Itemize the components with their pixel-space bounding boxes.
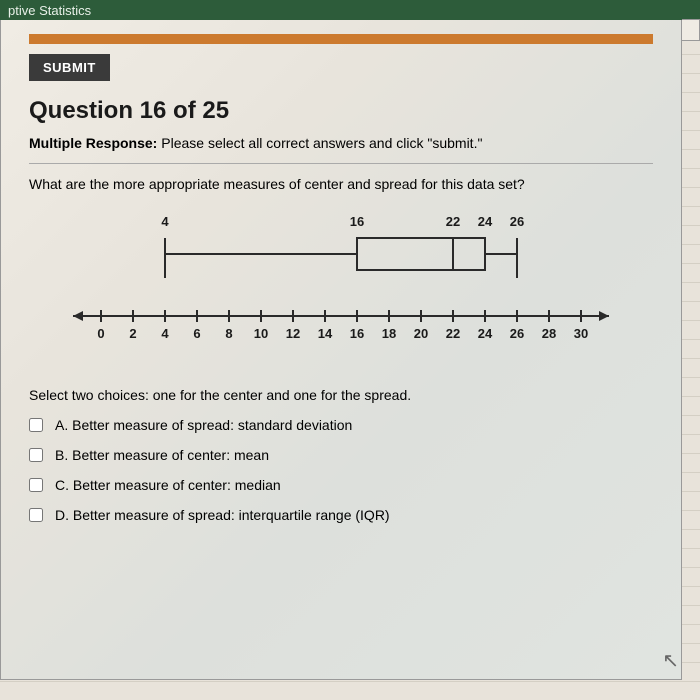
choices-list: A. Better measure of spread: standard de… (29, 417, 653, 523)
question-prompt: What are the more appropriate measures o… (29, 176, 653, 192)
submit-button[interactable]: SUBMIT (29, 54, 110, 81)
corner-box (682, 19, 700, 41)
svg-text:2: 2 (129, 326, 136, 341)
svg-text:30: 30 (574, 326, 588, 341)
choice-label: B. Better measure of center: mean (55, 447, 269, 463)
svg-text:10: 10 (254, 326, 268, 341)
choice-checkbox[interactable] (29, 448, 43, 462)
choice-row: B. Better measure of center: mean (29, 447, 653, 463)
svg-text:26: 26 (510, 326, 524, 341)
svg-text:18: 18 (382, 326, 396, 341)
svg-text:28: 28 (542, 326, 556, 341)
boxplot-svg: 416222426024681012141618202224262830 (61, 210, 621, 360)
svg-text:24: 24 (478, 214, 493, 229)
question-type-desc: Please select all correct answers and cl… (157, 135, 482, 151)
svg-text:6: 6 (193, 326, 200, 341)
choice-label: A. Better measure of spread: standard de… (55, 417, 352, 433)
choice-row: C. Better measure of center: median (29, 477, 653, 493)
question-type: Multiple Response: Please select all cor… (29, 135, 653, 151)
choice-row: A. Better measure of spread: standard de… (29, 417, 653, 433)
svg-text:22: 22 (446, 214, 460, 229)
question-type-label: Multiple Response: (29, 135, 157, 151)
choice-row: D. Better measure of spread: interquarti… (29, 507, 653, 523)
svg-text:8: 8 (225, 326, 232, 341)
title-bar: ptive Statistics (0, 0, 700, 20)
content-area: SUBMIT Question 16 of 25 Multiple Respon… (0, 20, 682, 680)
choice-label: C. Better measure of center: median (55, 477, 281, 493)
svg-text:4: 4 (161, 326, 169, 341)
svg-text:22: 22 (446, 326, 460, 341)
choice-label: D. Better measure of spread: interquarti… (55, 507, 390, 523)
question-title: Question 16 of 25 (29, 97, 653, 125)
svg-text:0: 0 (97, 326, 104, 341)
boxplot-chart: 416222426024681012141618202224262830 (61, 210, 621, 365)
svg-text:14: 14 (318, 326, 333, 341)
orange-bar (29, 34, 653, 44)
svg-text:26: 26 (510, 214, 524, 229)
cursor-icon: ↖ (662, 648, 679, 673)
choice-checkbox[interactable] (29, 418, 43, 432)
title-bar-text: ptive Statistics (8, 3, 91, 18)
choice-checkbox[interactable] (29, 508, 43, 522)
svg-text:4: 4 (161, 214, 169, 229)
svg-text:12: 12 (286, 326, 300, 341)
svg-text:20: 20 (414, 326, 428, 341)
svg-text:16: 16 (350, 214, 364, 229)
svg-text:24: 24 (478, 326, 493, 341)
svg-text:16: 16 (350, 326, 364, 341)
choice-checkbox[interactable] (29, 478, 43, 492)
select-instruction: Select two choices: one for the center a… (29, 387, 653, 403)
divider-1 (29, 163, 653, 164)
